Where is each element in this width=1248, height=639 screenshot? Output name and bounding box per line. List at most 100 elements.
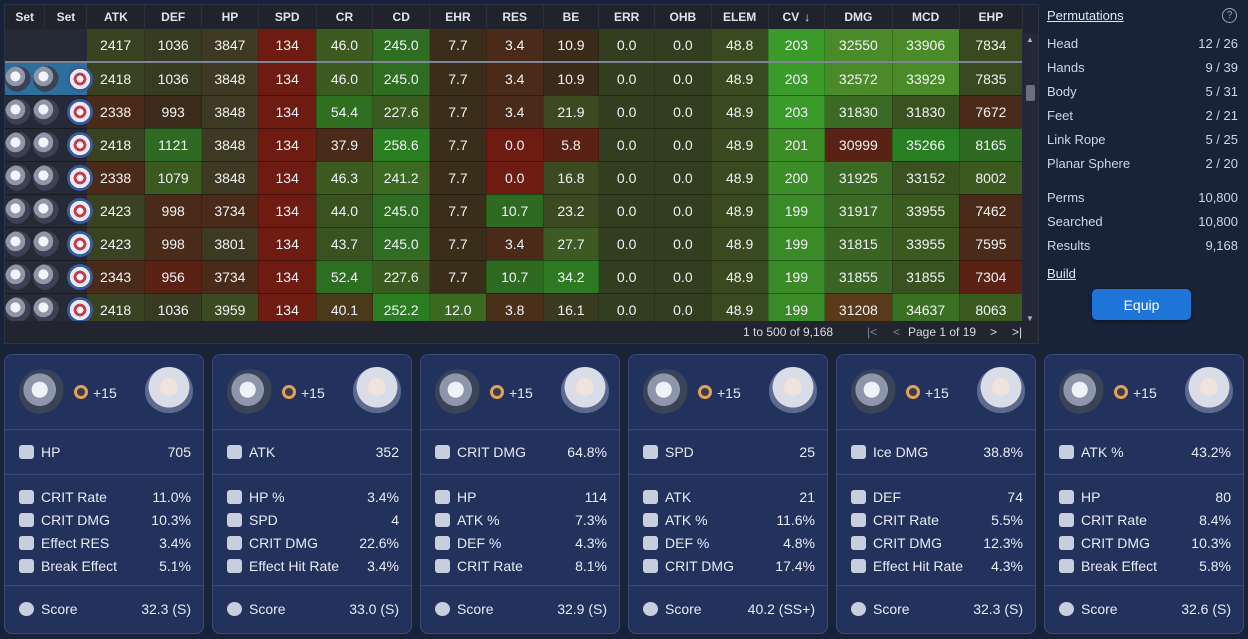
column-header-ehr[interactable]: EHR [429,5,487,29]
prev-page-icon[interactable]: < [893,325,901,339]
substat-name: CRIT Rate [1081,512,1147,528]
relic-card-link-rope[interactable]: +15 ATK % 43.2% HP 80 CRIT Rate 8.4% CRIT DMG 10… [1044,354,1244,634]
cell-ehr: 7.7 [429,194,487,228]
set-icons-cell [5,293,93,327]
substat-icon [19,536,34,550]
result-row[interactable]: 2417 1036 3847 134 46.0 245.0 7.7 3.4 10.9 0.0 0.0… [5,29,1024,63]
column-header-ohb[interactable]: OHB [654,5,712,29]
relic-set-icon [5,197,31,224]
slot-row-planar-sphere: Planar Sphere 2 / 20 [1047,156,1238,171]
body-relic-icon [435,369,481,415]
build-link[interactable]: Build [1047,266,1076,281]
cell-err: 0.0 [598,227,655,261]
next-page-icon[interactable]: > [990,325,998,339]
cell-cv: 199 [768,293,826,327]
score-row: Score 32.6 (S) [1045,587,1243,633]
equip-button[interactable]: Equip [1092,289,1191,320]
scroll-down-icon[interactable]: ▼ [1026,314,1034,323]
scroll-up-icon[interactable]: ▲ [1026,35,1034,44]
help-icon[interactable]: ? [1222,8,1237,23]
substat-value: 4.8% [783,535,815,551]
score-row: Score 32.9 (S) [421,587,619,633]
column-header-def[interactable]: DEF [144,5,203,29]
permutations-title[interactable]: Permutations [1047,8,1124,23]
cell-spd: 134 [258,128,317,162]
stat-value: 10,800 [1198,190,1238,205]
column-header-spd[interactable]: SPD [258,5,317,29]
vertical-scrollbar[interactable]: ▲ ▼ [1022,33,1038,325]
planar-set-icon [67,65,93,92]
score-value: 32.3 (S) [141,601,191,617]
cell-cr: 54.4 [316,95,374,129]
column-header-set[interactable]: Set [44,5,88,29]
column-header-be[interactable]: BE [543,5,600,29]
result-row[interactable]: 2338 1079 3848 134 46.3 241.2 7.7 0.0 16.8 0.0 0.0… [5,161,1024,195]
substat-name: Break Effect [41,558,118,574]
score-label: Score [41,601,78,617]
cell-cr: 44.0 [316,194,374,228]
cell-ohb: 0.0 [654,227,712,261]
substat-name: Effect RES [41,535,110,551]
result-row[interactable]: 2418 1121 3848 134 37.9 258.6 7.7 0.0 5.8 0.0 0.0 4… [5,128,1024,162]
main-stat-icon [435,445,450,459]
main-stat-name: Ice DMG [873,444,929,460]
stat-value: 10,800 [1198,214,1238,229]
substat-name: Effect Hit Rate [249,558,340,574]
substat-name: CRIT DMG [41,512,110,528]
scroll-thumb[interactable] [1026,85,1035,101]
cell-elem: 48.9 [711,194,769,228]
result-row[interactable]: 2338 993 3848 134 54.4 227.6 7.7 3.4 21.9 0.0 0.0 4… [5,95,1024,129]
substat-row: DEF % 4.3% [435,535,607,555]
relic-card-body[interactable]: +15 CRIT DMG 64.8% HP 114 ATK % 7.3% DEF % 4.3% C… [420,354,620,634]
cell-atk: 2417 [86,29,146,63]
column-header-cr[interactable]: CR [316,5,374,29]
relic-set-icon [33,65,59,92]
substat-icon [227,559,242,573]
slot-count: 12 / 26 [1198,36,1238,51]
stat-label: Perms [1047,190,1085,205]
column-header-ehp[interactable]: EHP [959,5,1024,29]
column-header-err[interactable]: ERR [598,5,655,29]
substat-name: CRIT DMG [873,535,942,551]
relic-card-head[interactable]: +15 HP 705 CRIT Rate 11.0% CRIT DMG 10.3% Effec… [4,354,204,634]
column-header-cd[interactable]: CD [372,5,431,29]
relic-card-planar-sphere[interactable]: +15 Ice DMG 38.8% DEF 74 CRIT Rate 5.5% CRIT DM… [836,354,1036,634]
substat-name: DEF % [457,535,502,551]
column-header-atk[interactable]: ATK [86,5,146,29]
set-icons-cell [5,161,93,195]
set-icons-cell [5,194,93,228]
character-avatar [561,367,609,415]
column-header-cv[interactable]: CV ↓ [768,5,826,29]
column-header-hp[interactable]: HP [201,5,259,29]
column-header-mcd[interactable]: MCD [892,5,960,29]
cell-elem: 48.9 [711,62,769,96]
relic-card-feet[interactable]: +15 SPD 25 ATK 21 ATK % 11.6% DEF % 4.8% CRIT DMG… [628,354,828,634]
substat-value: 5.1% [159,558,191,574]
cell-cv: 203 [768,62,826,96]
column-header-dmg[interactable]: DMG [824,5,893,29]
main-stat-value: 64.8% [567,444,607,460]
result-row[interactable]: 2343 956 3734 134 52.4 227.6 7.7 10.7 34.2 0.0 0.0… [5,260,1024,294]
planar-sphere-relic-icon [851,369,897,415]
substat-icon [435,513,450,527]
cell-atk: 2423 [86,194,146,228]
column-header-elem[interactable]: ELEM [711,5,769,29]
first-page-icon[interactable]: |< [867,325,878,339]
cell-mcd: 35266 [892,128,960,162]
result-row[interactable]: 2418 1036 3959 134 40.1 252.2 12.0 3.8 16.1 0.0 0.… [5,293,1024,327]
last-page-icon[interactable]: >| [1012,325,1023,339]
column-header-res[interactable]: RES [486,5,544,29]
cell-err: 0.0 [598,194,655,228]
substat-name: DEF % [665,535,710,551]
substat-value: 11.6% [776,512,815,528]
main-stat-row: ATK % 43.2% [1045,431,1243,475]
relic-card-hands[interactable]: +15 ATK 352 HP % 3.4% SPD 4 CRIT DMG 22.6% Effect… [212,354,412,634]
cell-dmg: 31917 [824,194,893,228]
result-row[interactable]: 2423 998 3734 134 44.0 245.0 7.7 10.7 23.2 0.0 0.0… [5,194,1024,228]
cell-dmg: 30999 [824,128,893,162]
result-row[interactable]: 2423 998 3801 134 43.7 245.0 7.7 3.4 27.7 0.0 0.0 4… [5,227,1024,261]
result-row[interactable]: 2418 1036 3848 134 46.0 245.0 7.7 3.4 10.9 0.0 0.0… [5,62,1024,96]
column-header-set[interactable]: Set [5,5,46,29]
substat-row: ATK 21 [643,489,815,509]
cell-atk: 2338 [86,161,146,195]
